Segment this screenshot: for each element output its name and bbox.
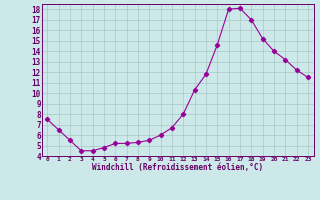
- X-axis label: Windchill (Refroidissement éolien,°C): Windchill (Refroidissement éolien,°C): [92, 163, 263, 172]
